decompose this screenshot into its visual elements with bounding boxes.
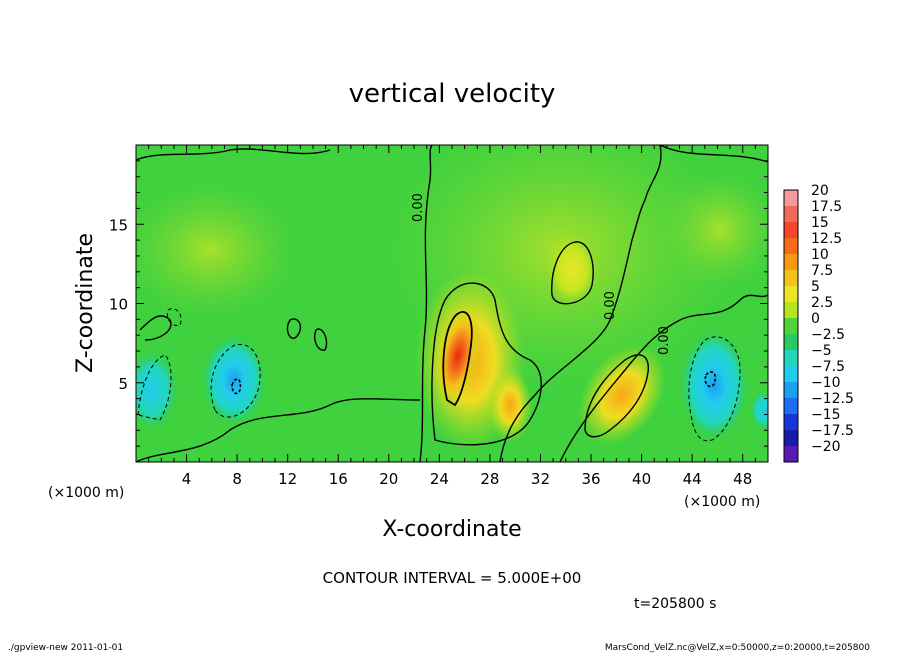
- x-axis-label: X-coordinate: [382, 517, 521, 542]
- x-tick-label-11: 48: [733, 470, 752, 488]
- colorbar-label-13: −12.5: [811, 391, 854, 407]
- y-tick-label-2: 15: [109, 216, 128, 234]
- time-text: t=205800 s: [634, 596, 716, 612]
- x-tick-label-2: 12: [278, 470, 297, 488]
- field-weak-updraft-right: [660, 170, 768, 290]
- colorbar: 2017.51512.5107.552.50−2.5−5−7.5−10−12.5…: [783, 183, 854, 463]
- contour-neg-5-left: [210, 343, 261, 418]
- colorbar-swatch-0: [784, 190, 798, 207]
- colorbar-label-10: −5: [811, 343, 832, 359]
- x-tick-label-7: 32: [531, 470, 550, 488]
- contour-label-2: 0.00: [603, 291, 618, 320]
- contour-5-upper: [551, 241, 594, 305]
- contour-small-3: [314, 328, 328, 351]
- contour-label-3: 0.00: [657, 326, 672, 355]
- colorbar-frame: [783, 189, 799, 463]
- colorbar-label-0: 20: [811, 183, 829, 199]
- colorbar-label-14: −15: [811, 407, 841, 423]
- field-updraft-upper: [547, 235, 597, 305]
- contour-neg-5-right: [688, 336, 741, 442]
- x-tick-label-10: 44: [683, 470, 702, 488]
- contour-5-main: [431, 282, 542, 446]
- contour-top: [136, 145, 768, 163]
- colorbar-swatch-8: [784, 318, 798, 335]
- field-downdraft-edge: [136, 350, 178, 430]
- x-tick-label-5: 24: [430, 470, 449, 488]
- x-tick-label-8: 36: [581, 470, 600, 488]
- y-axis: 5 10 15: [109, 160, 768, 447]
- contour-label-1: 0.00: [411, 193, 426, 222]
- field-updraft-secondary: [488, 367, 532, 443]
- contour-small-2: [286, 318, 302, 339]
- colorbar-label-15: −17.5: [811, 423, 854, 439]
- contour-5-right: [584, 354, 649, 438]
- colorbar-swatch-2: [784, 222, 798, 239]
- field-updraft-main-core: [433, 304, 483, 408]
- colorbar-swatch-3: [784, 238, 798, 255]
- colorbar-swatch-1: [784, 206, 798, 223]
- colorbar-swatch-4: [784, 254, 798, 271]
- x-unit-right: (×1000 m): [684, 494, 760, 510]
- contour-small-1: [139, 315, 172, 341]
- colorbar-label-12: −10: [811, 375, 841, 391]
- x-tick-label-0: 4: [182, 470, 192, 488]
- contour-neg-5-edge: [137, 354, 172, 421]
- colorbar-label-7: 2.5: [811, 295, 833, 311]
- contour-10-main: [442, 311, 473, 407]
- x-tick-label-4: 20: [379, 470, 398, 488]
- colorbar-label-11: −7.5: [811, 359, 845, 375]
- field-weak-updraft-left: [136, 180, 300, 320]
- colorbar-swatch-9: [784, 334, 798, 351]
- field-updraft-right: [577, 344, 667, 446]
- colorbar-swatch-10: [784, 350, 798, 367]
- colorbar-swatch-5: [784, 270, 798, 287]
- x-tick-label-1: 8: [232, 470, 242, 488]
- zero-contour-middle: [499, 145, 662, 462]
- colorbar-label-6: 5: [811, 279, 820, 295]
- colorbar-label-9: −2.5: [811, 327, 845, 343]
- negative-contours: [137, 308, 741, 442]
- colorbar-swatch-16: [784, 446, 798, 463]
- x-tick-label-3: 16: [329, 470, 348, 488]
- contour-lines: [136, 145, 768, 462]
- zero-contour-low-left: [136, 398, 421, 462]
- contour-neg-10-right: [704, 371, 717, 388]
- colorbar-label-3: 12.5: [811, 231, 842, 247]
- chart-title: vertical velocity: [349, 79, 556, 109]
- colorbar-swatch-12: [784, 382, 798, 399]
- y-axis-label: Z-coordinate: [73, 233, 98, 373]
- contour-neg-10-left: [231, 378, 242, 395]
- colorbar-label-8: 0: [811, 311, 820, 327]
- field-downdraft-edge-right: [750, 390, 768, 430]
- colorbar-swatch-13: [784, 398, 798, 415]
- colorbar-label-4: 10: [811, 247, 829, 263]
- colorbar-swatch-15: [784, 430, 798, 447]
- y-tick-label-0: 5: [118, 375, 128, 393]
- zero-contour-right: [559, 294, 768, 462]
- colorbar-swatch-11: [784, 366, 798, 383]
- colorbar-swatch-14: [784, 414, 798, 431]
- y-tick-label-1: 10: [109, 296, 128, 314]
- zero-contour-left: [419, 145, 433, 462]
- negative-contours-strong: [231, 371, 717, 395]
- colorbar-label-1: 17.5: [811, 199, 842, 215]
- x-axis: 4 8 12 16 20 24 28 32 36 40 44 48: [148, 145, 756, 488]
- footer-left: ./gpview-new 2011-01-01: [8, 643, 123, 653]
- colorbar-label-5: 7.5: [811, 263, 833, 279]
- x-unit-left: (×1000 m): [48, 485, 124, 501]
- colorbar-label-16: −20: [811, 439, 841, 455]
- contour-interval-text: CONTOUR INTERVAL = 5.000E+00: [323, 569, 582, 587]
- colorbar-swatch-6: [784, 286, 798, 303]
- colorbar-swatch-7: [784, 302, 798, 319]
- footer-right: MarsCond_VelZ.nc@VelZ,x=0:50000,z=0:2000…: [605, 643, 870, 653]
- x-tick-label-6: 28: [480, 470, 499, 488]
- colorbar-label-2: 15: [811, 215, 829, 231]
- x-tick-label-9: 40: [632, 470, 651, 488]
- plot-field: 0.00 0.00 0.00: [136, 145, 768, 462]
